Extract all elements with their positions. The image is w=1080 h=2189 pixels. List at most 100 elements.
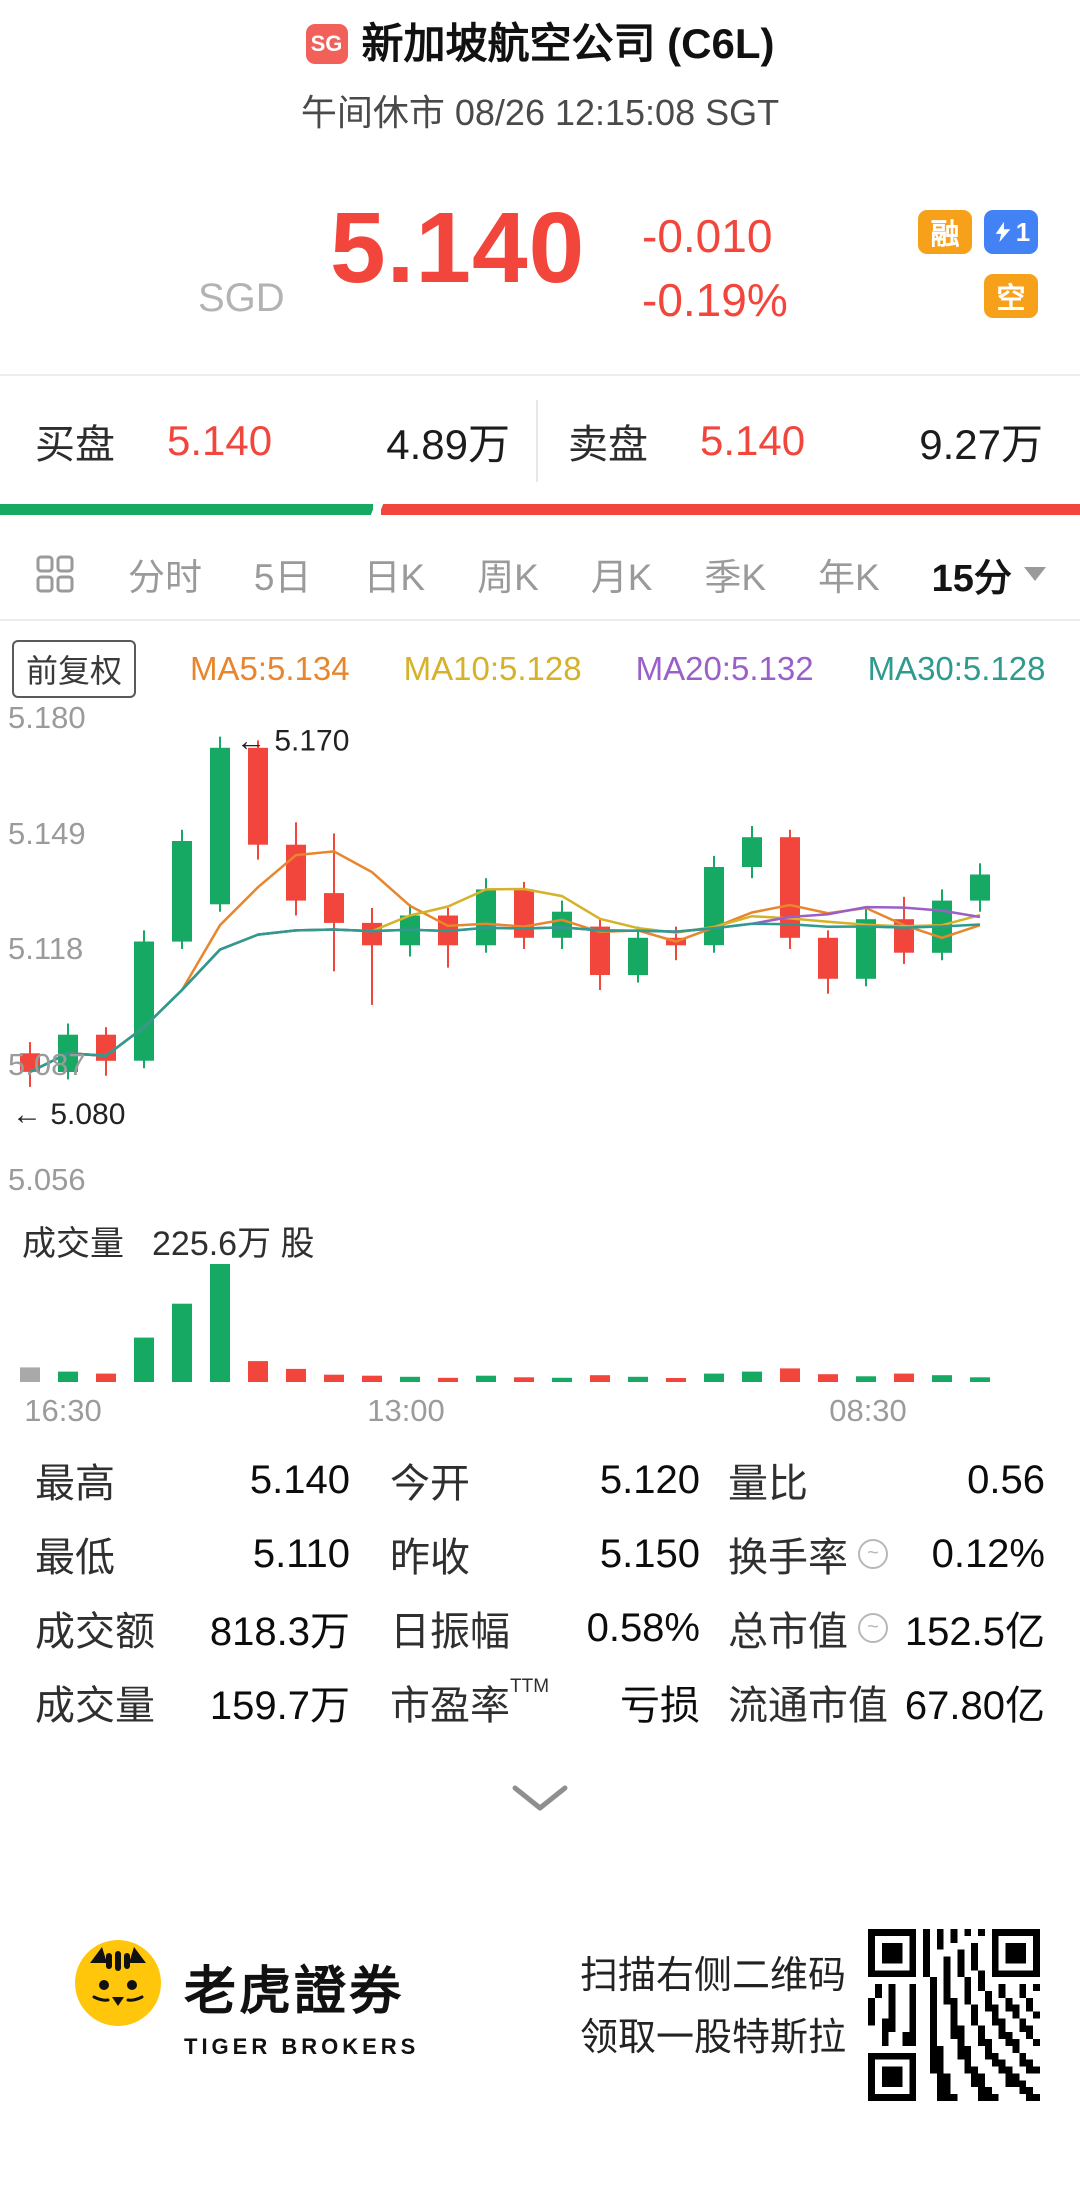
stat-value: 5.120 <box>599 1457 700 1502</box>
stat-label: 今开 <box>390 1462 470 1506</box>
market-badge-sg: SG <box>305 24 348 64</box>
tab-selected[interactable]: 15分 <box>932 547 1046 602</box>
volume-header: 成交量 225.6万 股 <box>22 1216 315 1265</box>
candle <box>590 926 610 975</box>
tab-item[interactable]: 月K <box>590 557 653 598</box>
ask-volume: 9.27万 <box>919 420 1043 468</box>
volume-bar <box>400 1376 420 1382</box>
stat-cell: 今开 5.120 <box>350 1443 700 1517</box>
volume-bar <box>248 1361 268 1382</box>
tab-item[interactable]: 年K <box>818 557 880 598</box>
price-change-block: -0.010 -0.19% <box>642 204 788 332</box>
candle <box>210 747 230 905</box>
stat-value: 亏损 <box>620 1684 700 1728</box>
time-axis: 16:30 13:00 08:30 <box>0 1393 1080 1437</box>
volume-bar <box>438 1377 458 1382</box>
stat-label: 成交额 <box>35 1610 155 1654</box>
stat-label: 换手率 <box>728 1536 848 1580</box>
volume-bar <box>210 1264 230 1382</box>
candle <box>476 889 496 946</box>
volume-bar <box>134 1337 154 1382</box>
tab-item[interactable]: 季K <box>704 557 767 598</box>
margin-badge[interactable]: 融 <box>918 210 972 254</box>
chart-grid-icon[interactable] <box>34 553 76 595</box>
stat-value: 0.58% <box>586 1605 700 1650</box>
volume-bar <box>590 1375 610 1382</box>
market-status-line: 午间休市 08/26 12:15:08 SGT <box>300 92 780 133</box>
candlestick-chart[interactable]: ← 5.170 ← 5.080 5.180 5.149 5.118 5.087 5.056 <box>0 700 1080 1200</box>
y-axis-label: 5.118 <box>8 931 84 966</box>
info-icon[interactable]: ~ <box>858 1539 888 1569</box>
promo-line-2: 领取一股特斯拉 <box>580 2017 847 2059</box>
candle <box>20 1053 40 1072</box>
stat-value: 818.3万 <box>209 1610 350 1654</box>
stat-cell: 流通市值 67.80亿 <box>700 1665 1045 1739</box>
volume-bar <box>818 1374 838 1382</box>
stat-label: 最低 <box>35 1536 115 1580</box>
feature-badges: 融 1 空 <box>918 210 1038 318</box>
ma30-line <box>29 922 981 1074</box>
ma5-line <box>29 850 981 1074</box>
stat-value: 67.80亿 <box>904 1684 1045 1728</box>
stat-value: 5.110 <box>252 1531 350 1576</box>
order-book[interactable]: 买盘 5.140 4.89万 卖盘 5.140 9.27万 <box>0 378 1080 504</box>
ma20-legend: MA20:5.132 <box>635 650 814 687</box>
volume-value: 225.6万 股 <box>152 1225 315 1263</box>
ask-side: 卖盘 5.140 9.27万 <box>538 378 1080 504</box>
bid-side: 买盘 5.140 4.89万 <box>0 378 536 504</box>
volume-bar <box>932 1375 952 1382</box>
stat-value: 159.7万 <box>209 1684 350 1728</box>
ask-label: 卖盘 <box>568 423 648 467</box>
volume-bar <box>552 1377 572 1382</box>
orderbook-divider <box>536 400 538 482</box>
stat-label: 成交量 <box>35 1684 155 1728</box>
candle <box>628 937 648 976</box>
title-row: SG 新加坡航空公司 (C6L) <box>0 18 1080 70</box>
tab-item[interactable]: 分时 <box>127 557 202 598</box>
info-icon[interactable]: ~ <box>858 1613 888 1643</box>
tab-item[interactable]: 周K <box>477 557 539 598</box>
volume-bar <box>894 1373 914 1382</box>
stat-value: 0.12% <box>931 1531 1045 1576</box>
expand-toggle[interactable] <box>0 1782 1080 1814</box>
tiger-logo <box>75 1940 161 2026</box>
chevron-down-icon <box>512 1785 568 1811</box>
stats-grid: 最高 5.140 今开 5.120 量比 0.56 最低 5.110 昨收 5.150 换手率 ~0.… <box>0 1443 1080 1739</box>
candle <box>970 874 990 901</box>
stat-label: 市盈率 TTM <box>390 1676 550 1728</box>
stat-value: 5.150 <box>599 1531 700 1576</box>
bid-price: 5.140 <box>167 417 273 464</box>
brand-name-en: TIGER BROKERS <box>184 2034 420 2059</box>
tab-item[interactable]: 日K <box>363 557 426 598</box>
volume-bar <box>20 1367 40 1382</box>
ma5-legend: MA5:5.134 <box>190 650 350 687</box>
stat-cell: 量比 0.56 <box>700 1443 1045 1517</box>
candle <box>324 893 344 923</box>
candle <box>134 941 154 1061</box>
flash-order-badge[interactable]: 1 <box>984 210 1038 254</box>
stat-label: 流通市值 <box>728 1684 888 1728</box>
volume-bar <box>780 1368 800 1382</box>
volume-chart-svg <box>20 1264 990 1382</box>
ma30-legend: MA30:5.128 <box>867 650 1046 687</box>
short-badge[interactable]: 空 <box>984 274 1038 318</box>
promo-text: 扫描右侧二维码 领取一股特斯拉 <box>580 1945 846 2069</box>
stat-cell: 成交量 159.7万 <box>35 1665 350 1739</box>
time-axis-label: 13:00 <box>367 1393 445 1428</box>
bid-ratio-segment <box>0 504 373 515</box>
volume-bar <box>324 1374 344 1382</box>
ask-price: 5.140 <box>700 417 806 464</box>
adjust-mode-button[interactable]: 前复权 <box>12 640 137 698</box>
change-value: -0.010 <box>642 210 773 262</box>
chart-legend: 前复权 MA5:5.134 MA10:5.128 MA20:5.132 MA30… <box>0 640 1080 698</box>
tab-item[interactable]: 5日 <box>253 557 312 598</box>
brand-block: 老虎證券 TIGER BROKERS <box>184 1949 419 2060</box>
volume-chart[interactable] <box>0 1250 1080 1390</box>
stat-label: 量比 <box>728 1462 808 1506</box>
candle <box>172 841 192 942</box>
volume-bar <box>362 1375 382 1382</box>
stat-value: 0.56 <box>967 1457 1045 1502</box>
candle <box>248 747 268 845</box>
volume-bar <box>704 1373 724 1382</box>
